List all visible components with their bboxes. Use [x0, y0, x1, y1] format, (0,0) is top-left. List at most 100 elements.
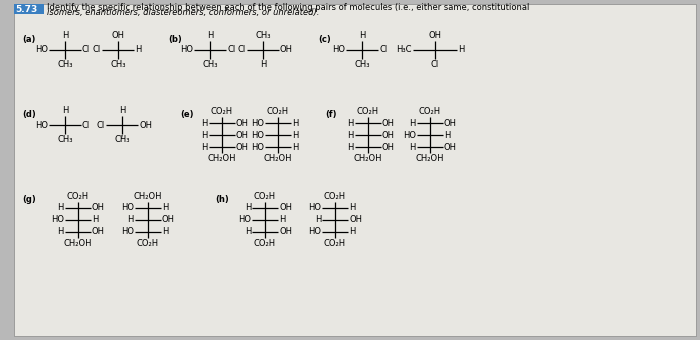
Text: HO: HO: [251, 131, 264, 139]
Text: HO: HO: [35, 120, 48, 130]
Text: HO: HO: [251, 119, 264, 128]
Text: H: H: [260, 60, 266, 69]
Text: CH₂OH: CH₂OH: [416, 154, 444, 163]
Text: H: H: [62, 31, 68, 40]
Text: CH₃: CH₃: [114, 135, 130, 144]
Text: H: H: [292, 142, 298, 152]
Text: 5.73: 5.73: [15, 4, 37, 14]
Text: CO₂H: CO₂H: [324, 192, 346, 201]
Text: CH₃: CH₃: [354, 60, 370, 69]
Text: CH₃: CH₃: [256, 31, 271, 40]
Text: OH: OH: [111, 31, 125, 40]
Text: H: H: [244, 227, 251, 237]
Text: CO₂H: CO₂H: [254, 239, 276, 248]
Text: HO: HO: [238, 216, 251, 224]
Text: HO: HO: [51, 216, 64, 224]
Text: H: H: [444, 131, 450, 139]
Text: (e): (e): [180, 110, 193, 119]
Text: CH₂OH: CH₂OH: [264, 154, 293, 163]
Text: H: H: [57, 204, 64, 212]
Text: CO₂H: CO₂H: [211, 107, 233, 116]
Text: H: H: [206, 31, 214, 40]
Text: isomers, enantiomers, diastereomers, conformers, or unrelated).: isomers, enantiomers, diastereomers, con…: [47, 8, 319, 17]
Text: HO: HO: [121, 227, 134, 237]
Text: Cl: Cl: [82, 120, 90, 130]
Text: H: H: [348, 119, 354, 128]
Text: OH: OH: [444, 142, 457, 152]
Text: Identify the specific relationship between each of the following pairs of molecu: Identify the specific relationship betwe…: [47, 2, 529, 12]
Text: HO: HO: [251, 142, 264, 152]
Text: OH: OH: [444, 119, 457, 128]
Text: H: H: [410, 119, 416, 128]
FancyBboxPatch shape: [14, 4, 696, 336]
Text: H: H: [348, 142, 354, 152]
Text: H: H: [135, 46, 141, 54]
Text: OH: OH: [236, 131, 249, 139]
Text: Cl: Cl: [92, 46, 101, 54]
Text: OH: OH: [382, 131, 395, 139]
Text: CH₃: CH₃: [57, 135, 73, 144]
Text: OH: OH: [92, 227, 105, 237]
Text: HO: HO: [332, 46, 345, 54]
Text: H: H: [292, 119, 298, 128]
Text: OH: OH: [382, 142, 395, 152]
Text: H: H: [119, 106, 125, 115]
Text: OH: OH: [162, 216, 175, 224]
Text: HO: HO: [308, 227, 321, 237]
Text: HO: HO: [180, 46, 193, 54]
Text: OH: OH: [279, 204, 292, 212]
Text: H: H: [202, 119, 208, 128]
Text: OH: OH: [236, 119, 249, 128]
Text: CH₂OH: CH₂OH: [64, 239, 92, 248]
Text: CO₂H: CO₂H: [67, 192, 89, 201]
Text: OH: OH: [280, 46, 293, 54]
Text: Cl: Cl: [82, 46, 90, 54]
Text: H: H: [57, 227, 64, 237]
Text: CO₂H: CO₂H: [357, 107, 379, 116]
Text: (g): (g): [22, 195, 36, 204]
Text: H: H: [349, 204, 356, 212]
Text: CO₂H: CO₂H: [137, 239, 159, 248]
Text: H: H: [292, 131, 298, 139]
Text: Cl: Cl: [431, 60, 439, 69]
Text: CH₃: CH₃: [202, 60, 218, 69]
Text: CH₂OH: CH₂OH: [354, 154, 382, 163]
Text: HO: HO: [308, 204, 321, 212]
Text: OH: OH: [279, 227, 292, 237]
Text: I: I: [121, 135, 123, 140]
Text: CH₂OH: CH₂OH: [134, 192, 162, 201]
Text: H: H: [62, 106, 68, 115]
Text: H: H: [314, 216, 321, 224]
Text: H: H: [279, 216, 286, 224]
Text: CO₂H: CO₂H: [324, 239, 346, 248]
Text: H: H: [162, 204, 169, 212]
Text: OH: OH: [236, 142, 249, 152]
Text: CH₃: CH₃: [111, 60, 126, 69]
Text: HO: HO: [35, 46, 48, 54]
Text: CH₂OH: CH₂OH: [208, 154, 237, 163]
Text: (h): (h): [215, 195, 229, 204]
Text: CO₂H: CO₂H: [267, 107, 289, 116]
Text: (b): (b): [168, 35, 182, 44]
Text: OH: OH: [428, 31, 442, 40]
Text: CH₃: CH₃: [57, 60, 73, 69]
Text: Cl: Cl: [227, 46, 235, 54]
Text: OH: OH: [92, 204, 105, 212]
Text: H: H: [348, 131, 354, 139]
Text: CO₂H: CO₂H: [419, 107, 441, 116]
Text: H: H: [202, 131, 208, 139]
Text: OH: OH: [139, 120, 152, 130]
Text: (c): (c): [318, 35, 330, 44]
Text: H: H: [202, 142, 208, 152]
Text: H: H: [349, 227, 356, 237]
Text: HO: HO: [403, 131, 416, 139]
Text: Cl: Cl: [97, 120, 105, 130]
Text: H: H: [92, 216, 99, 224]
Text: H₃C: H₃C: [396, 46, 412, 54]
Text: H: H: [127, 216, 134, 224]
Text: OH: OH: [349, 216, 362, 224]
Text: H: H: [410, 142, 416, 152]
Text: HO: HO: [121, 204, 134, 212]
Text: H: H: [162, 227, 169, 237]
Text: (a): (a): [22, 35, 36, 44]
